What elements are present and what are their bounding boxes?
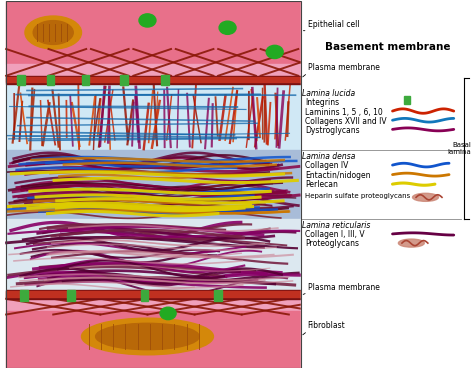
Bar <box>6 76 301 84</box>
Text: Lamina densa: Lamina densa <box>301 152 355 161</box>
Bar <box>301 1 473 368</box>
Text: Fibroblast: Fibroblast <box>308 321 346 330</box>
Text: Perlecan: Perlecan <box>305 180 338 189</box>
Text: Lamina lucida: Lamina lucida <box>301 89 355 97</box>
Text: Plasma membrane: Plasma membrane <box>308 283 380 292</box>
Bar <box>6 84 301 150</box>
Text: Heparin sulfate proteoglycans: Heparin sulfate proteoglycans <box>305 193 410 199</box>
Circle shape <box>219 21 236 34</box>
Text: Collagen I, III, V: Collagen I, III, V <box>305 230 365 239</box>
Bar <box>6 1 301 368</box>
Text: Integrins: Integrins <box>305 99 339 107</box>
Bar <box>141 290 148 301</box>
Text: Proteoglycans: Proteoglycans <box>305 239 359 248</box>
Bar <box>67 290 75 301</box>
Text: Laminins 1, 5 , 6, 10: Laminins 1, 5 , 6, 10 <box>305 108 383 117</box>
Bar <box>161 75 169 85</box>
Text: Basement membrane: Basement membrane <box>325 42 451 52</box>
Bar <box>6 150 301 219</box>
Text: Dystroglycans: Dystroglycans <box>305 126 360 135</box>
Ellipse shape <box>25 16 82 49</box>
Ellipse shape <box>82 318 213 355</box>
Text: Collagens XVII and IV: Collagens XVII and IV <box>305 117 387 126</box>
Bar <box>17 75 25 85</box>
Circle shape <box>160 307 176 320</box>
Bar <box>214 290 222 301</box>
Text: Basal
lamina: Basal lamina <box>447 142 471 155</box>
Bar <box>6 290 301 299</box>
Text: Lamina reticularis: Lamina reticularis <box>301 221 370 230</box>
Circle shape <box>139 14 156 27</box>
Bar <box>6 292 301 297</box>
Bar <box>6 299 301 311</box>
Bar <box>6 77 301 82</box>
Bar <box>6 219 301 291</box>
Text: Collagen IV: Collagen IV <box>305 161 349 170</box>
Ellipse shape <box>398 239 424 247</box>
Ellipse shape <box>96 323 199 350</box>
Bar <box>20 290 27 301</box>
Bar <box>6 63 301 76</box>
Bar <box>404 96 410 104</box>
Bar <box>82 75 90 85</box>
Ellipse shape <box>33 21 73 44</box>
Bar <box>301 78 461 289</box>
Bar <box>6 311 301 368</box>
Bar <box>46 75 54 85</box>
Text: Entactin/nidogen: Entactin/nidogen <box>305 171 371 180</box>
Bar <box>6 1 301 63</box>
Text: Plasma membrane: Plasma membrane <box>308 63 380 72</box>
Bar <box>120 75 128 85</box>
Ellipse shape <box>412 193 438 201</box>
Circle shape <box>266 45 283 59</box>
Text: Epithelial cell: Epithelial cell <box>308 20 359 29</box>
